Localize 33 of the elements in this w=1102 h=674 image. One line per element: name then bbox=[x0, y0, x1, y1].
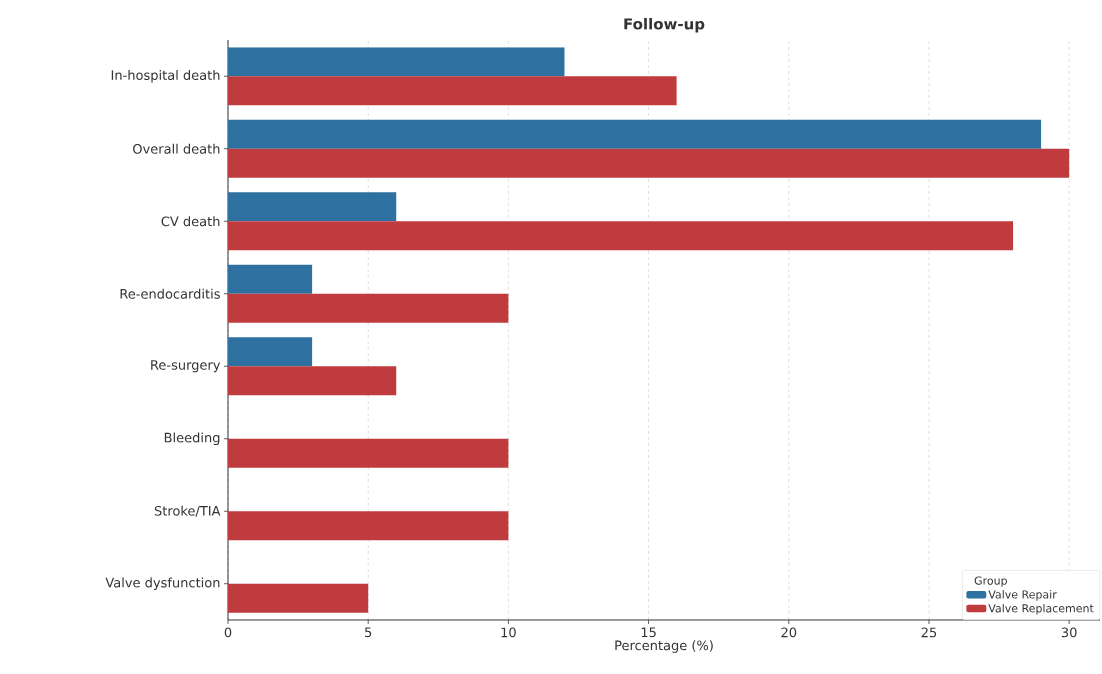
legend-label: Valve Replacement bbox=[988, 603, 1094, 615]
x-tick-label: 10 bbox=[501, 627, 516, 638]
legend-title: Group bbox=[974, 576, 1007, 587]
x-tick-label: 30 bbox=[1061, 627, 1077, 638]
chart-title: Follow-up bbox=[624, 17, 705, 33]
x-axis-title: Percentage (%) bbox=[615, 640, 713, 653]
bar bbox=[228, 264, 313, 294]
x-tick-label: 5 bbox=[365, 627, 372, 638]
bar bbox=[228, 511, 509, 541]
bar bbox=[228, 192, 397, 222]
x-tick-label: 25 bbox=[921, 627, 937, 638]
x-tick-label: 0 bbox=[224, 627, 232, 638]
x-tick-label: 20 bbox=[781, 627, 797, 638]
y-tick-label: Valve dysfunction bbox=[105, 577, 220, 591]
bar bbox=[228, 293, 509, 323]
bar bbox=[228, 337, 313, 367]
legend-label: Valve Repair bbox=[988, 590, 1057, 601]
bar bbox=[228, 221, 1014, 251]
bar bbox=[228, 366, 397, 396]
bar bbox=[228, 47, 565, 77]
bar bbox=[228, 76, 677, 106]
y-tick-label: Bleeding bbox=[164, 432, 220, 446]
y-tick-label: CV death bbox=[161, 216, 220, 227]
bar bbox=[228, 148, 1070, 178]
bar bbox=[228, 438, 509, 468]
bar bbox=[228, 119, 1042, 149]
x-tick-label: 15 bbox=[641, 627, 656, 638]
y-tick-label: Re-endocarditis bbox=[120, 288, 220, 299]
y-tick-label: Stroke/TIA bbox=[154, 505, 221, 517]
y-tick-label: Re-surgery bbox=[151, 360, 221, 373]
y-tick-label: In-hospital death bbox=[111, 69, 220, 83]
y-tick-label: Overall death bbox=[133, 143, 220, 154]
bar bbox=[228, 583, 369, 613]
